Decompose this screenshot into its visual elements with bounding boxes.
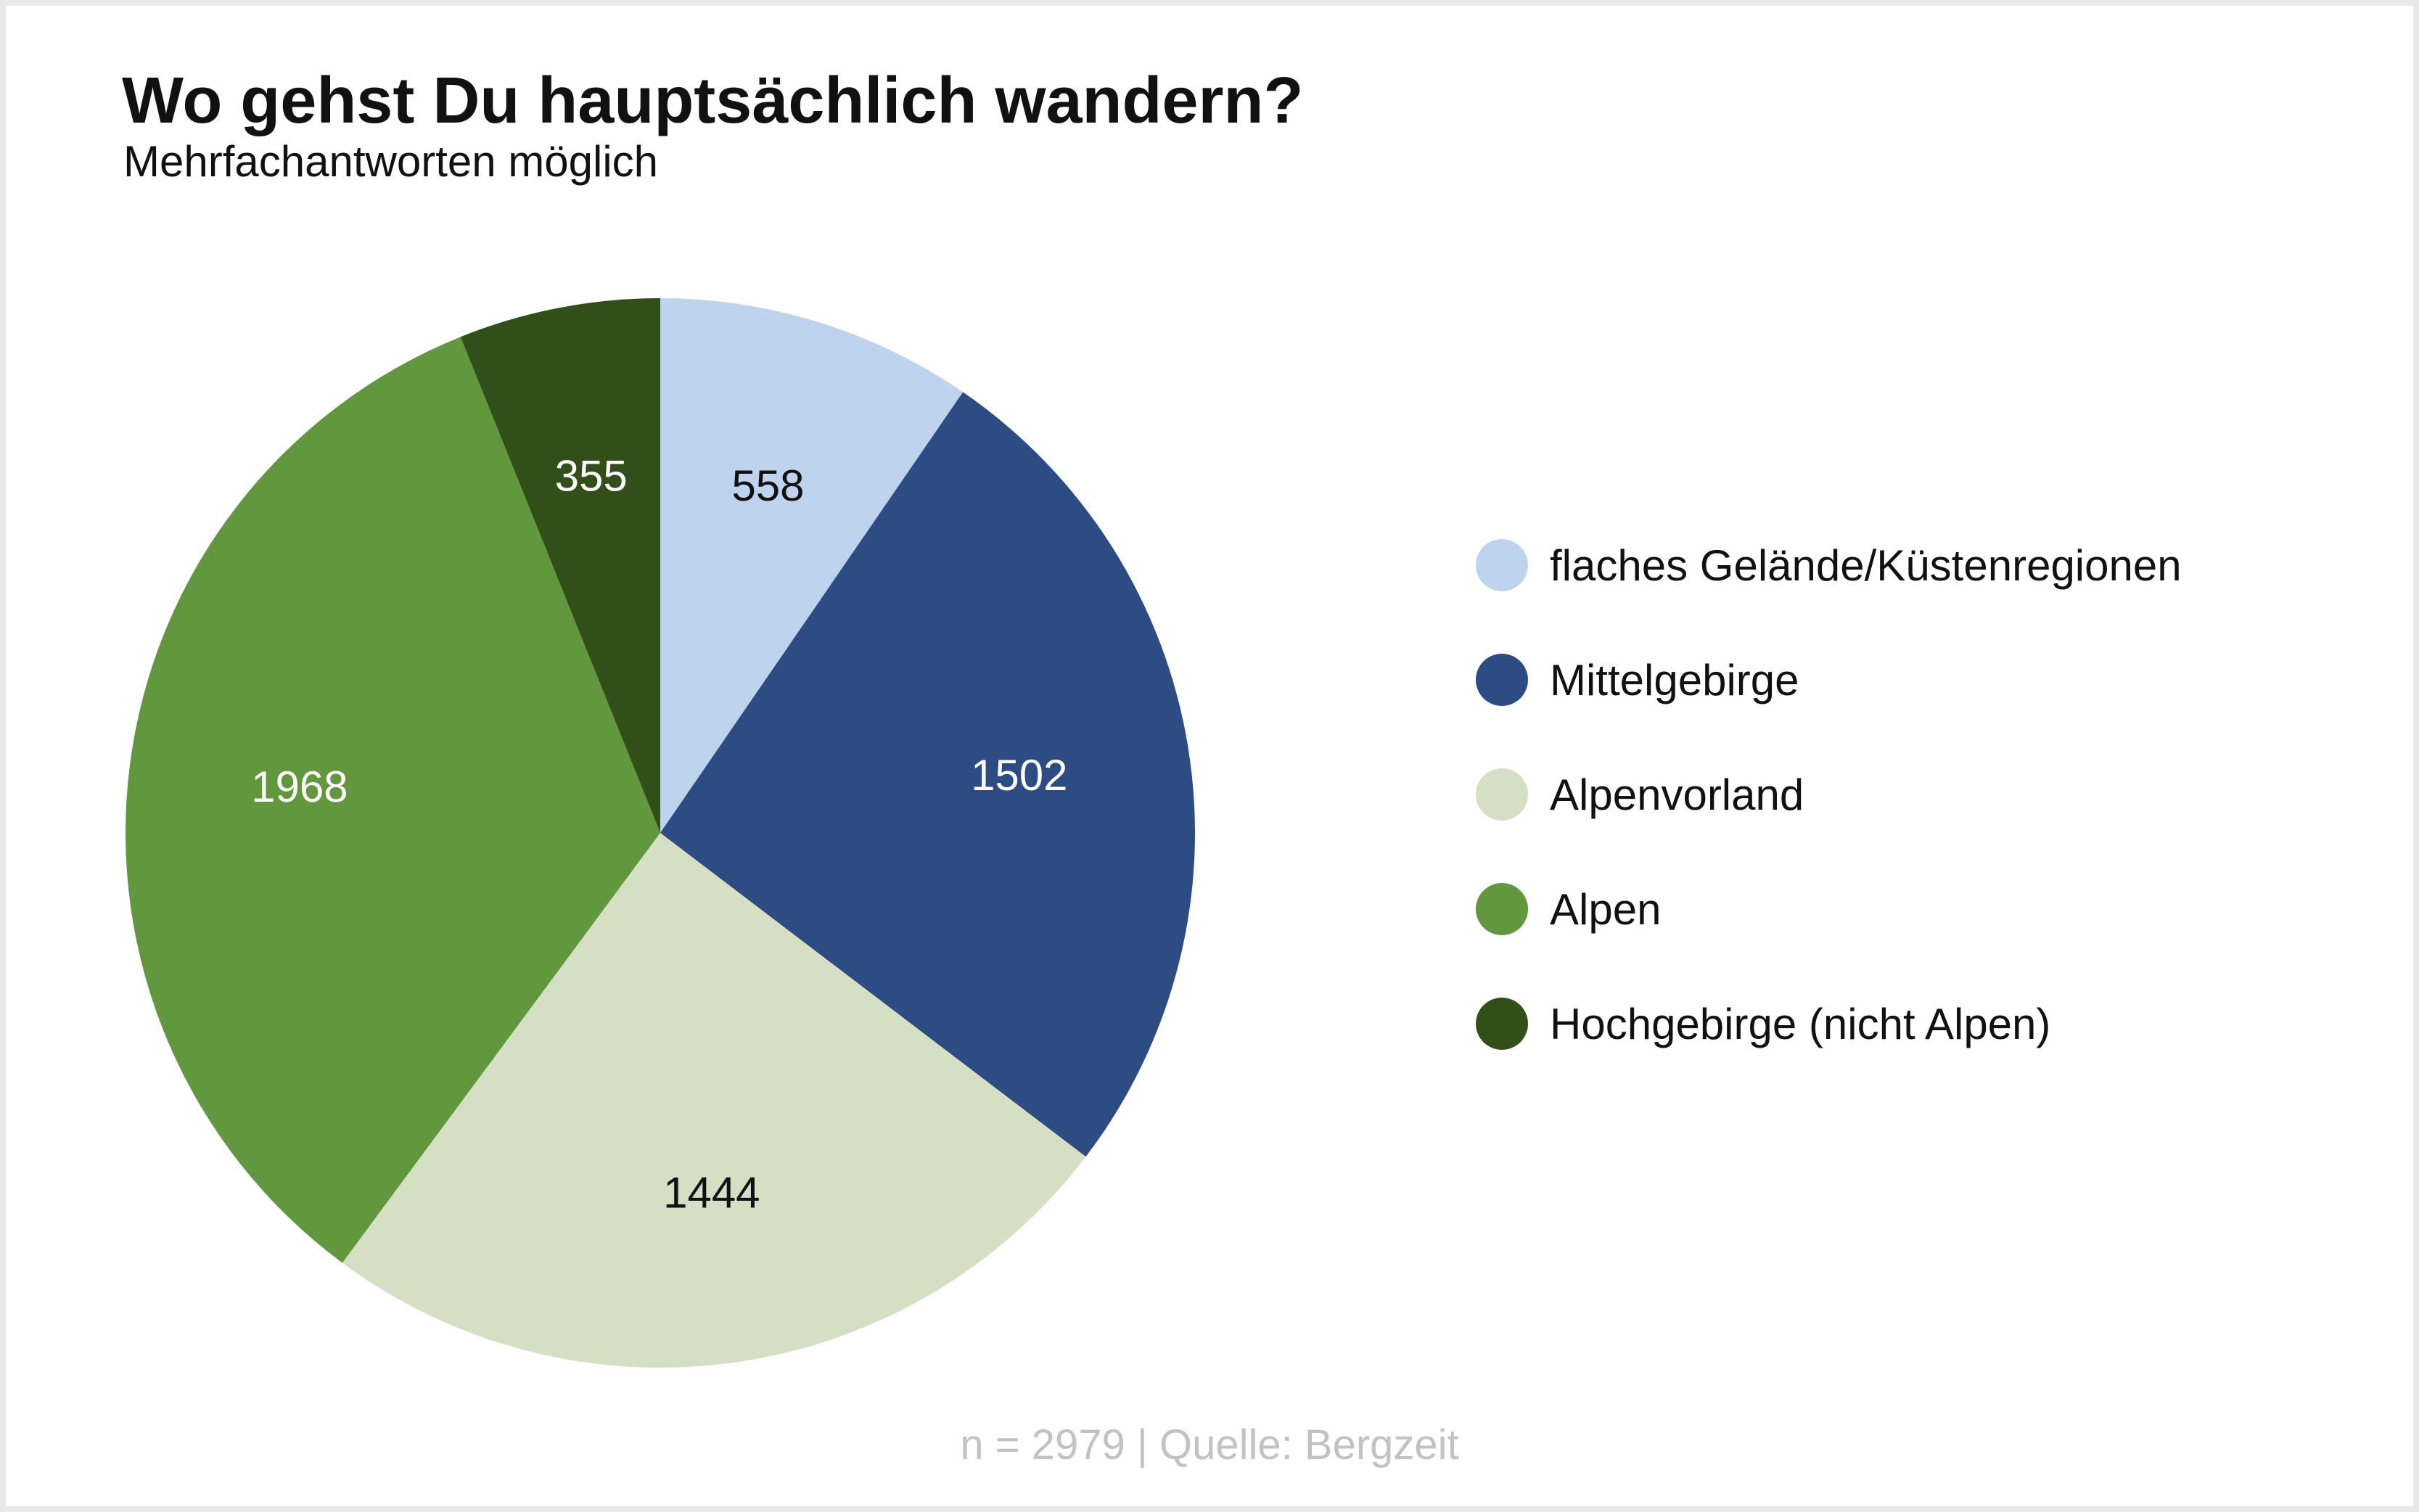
pie-value-label-alpenvorland: 1444 bbox=[663, 1169, 760, 1217]
pie-value-label-flaches-gelande-kustenregionen: 558 bbox=[731, 461, 804, 510]
legend-label: Alpen bbox=[1550, 884, 1662, 934]
chart-title: Wo gehst Du hauptsächlich wandern? bbox=[122, 65, 1304, 137]
pie-slices bbox=[125, 298, 1195, 1368]
legend-label: Alpenvorland bbox=[1550, 770, 1804, 819]
legend-item-alpen: Alpen bbox=[1476, 852, 2182, 966]
chart-subtitle: Mehrfachantworten möglich bbox=[123, 137, 659, 186]
legend-item-alpenvorland: Alpenvorland bbox=[1476, 737, 2182, 852]
legend-label: flaches Gelände/Küstenregionen bbox=[1550, 541, 2182, 590]
pie-slice-alpen bbox=[125, 337, 660, 1263]
pie-value-labels: 558 1502 1444 1968 355 bbox=[251, 451, 1067, 1217]
pie-value-label-mittelgebirge: 1502 bbox=[971, 751, 1067, 800]
legend-item-flaches-gelande-kustenregionen: flaches Gelände/Küstenregionen bbox=[1476, 508, 2182, 623]
legend-swatch-alpen bbox=[1476, 883, 1528, 935]
chart-footer: n = 2979 | Quelle: Bergzeit bbox=[960, 1421, 1459, 1468]
pie-value-label-hochgebirge-nicht-alpen: 355 bbox=[555, 451, 628, 500]
pie-slice-flaches-gelande-kustenregionen bbox=[660, 298, 964, 833]
pie-slice-alpenvorland bbox=[342, 833, 1086, 1368]
legend-label: Mittelgebirge bbox=[1550, 655, 1799, 704]
pie-slice-hochgebirge-nicht-alpen bbox=[460, 298, 660, 833]
legend-item-mittelgebirge: Mittelgebirge bbox=[1476, 623, 2182, 737]
pie-slice-mittelgebirge bbox=[660, 392, 1195, 1157]
legend: flaches Gelände/Küstenregionen Mittelgebi… bbox=[1476, 508, 2182, 1081]
legend-swatch-hochgebirge-nicht-alpen bbox=[1476, 998, 1528, 1050]
legend-swatch-alpenvorland bbox=[1476, 768, 1528, 821]
pie-value-label-alpen: 1968 bbox=[251, 763, 348, 811]
legend-label: Hochgebirge (nicht Alpen) bbox=[1550, 999, 2051, 1048]
legend-swatch-mittelgebirge bbox=[1476, 654, 1528, 706]
legend-item-hochgebirge-nicht-alpen: Hochgebirge (nicht Alpen) bbox=[1476, 966, 2182, 1081]
legend-swatch-flaches-gelande-kustenregionen bbox=[1476, 539, 1528, 591]
